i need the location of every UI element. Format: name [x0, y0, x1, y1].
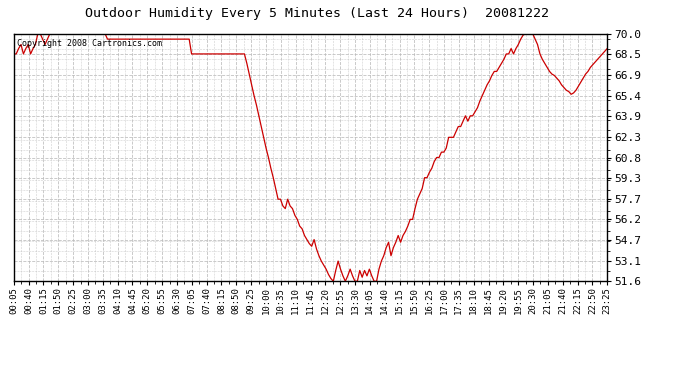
Text: Copyright 2008 Cartronics.com: Copyright 2008 Cartronics.com [17, 39, 161, 48]
Text: Outdoor Humidity Every 5 Minutes (Last 24 Hours)  20081222: Outdoor Humidity Every 5 Minutes (Last 2… [86, 8, 549, 21]
